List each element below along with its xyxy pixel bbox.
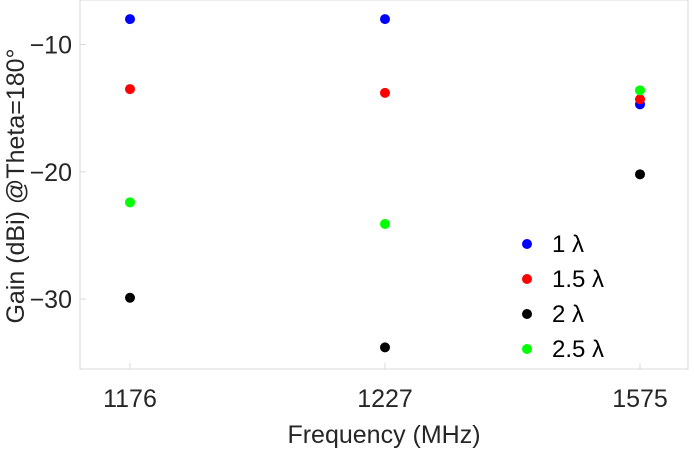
x-tick-label: 1227 [357, 385, 413, 413]
x-tick-label: 1176 [103, 385, 157, 413]
y-tick-label: −10 [30, 32, 72, 60]
data-point [635, 94, 645, 105]
legend-marker [522, 274, 532, 284]
data-point [380, 218, 390, 229]
data-point [125, 197, 135, 208]
data-point [380, 342, 390, 353]
legend-label: 2 λ [552, 301, 584, 328]
x-tick-label: 1575 [612, 385, 668, 413]
legend-label: 1 λ [552, 231, 584, 258]
data-point [635, 169, 645, 180]
data-point [125, 14, 135, 25]
legend-label: 2.5 λ [552, 336, 604, 363]
plot-area [79, 0, 689, 370]
x-axis: 1176 1227 1575 [103, 363, 668, 413]
data-point [635, 85, 645, 96]
data-point [125, 84, 135, 95]
x-axis-title: Frequency (MHz) [287, 421, 480, 449]
legend: 1 λ 1.5 λ 2 λ 2.5 λ [522, 231, 604, 363]
data-point [125, 292, 135, 303]
y-tick-label: −20 [30, 159, 72, 187]
legend-label: 1.5 λ [552, 266, 604, 293]
legend-marker [522, 344, 532, 354]
data-points [125, 14, 645, 353]
data-point [380, 87, 390, 98]
data-point [380, 14, 390, 25]
legend-marker [522, 239, 532, 249]
y-tick-label: −30 [30, 286, 72, 314]
legend-marker [522, 309, 532, 319]
y-axis-title: Gain (dBi) @Theta=180° [2, 48, 30, 323]
y-axis: −10 −20 −30 [30, 32, 86, 314]
